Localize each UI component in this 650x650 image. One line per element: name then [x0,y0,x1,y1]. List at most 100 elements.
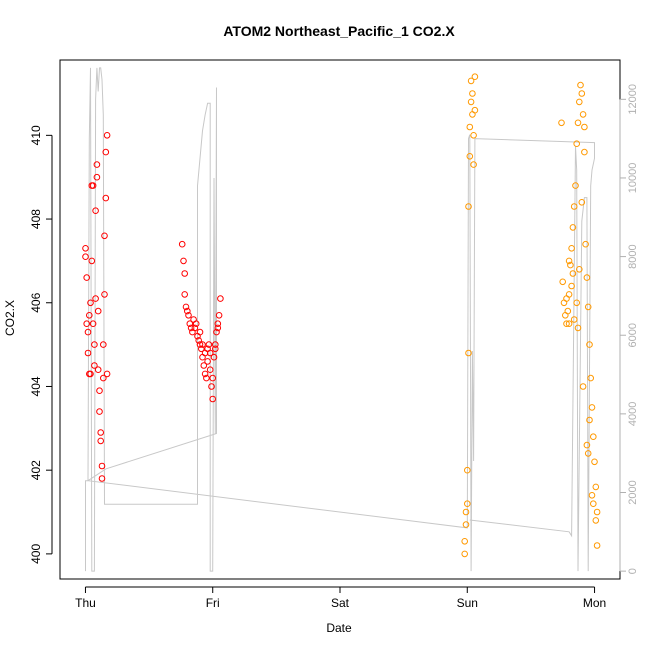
data-point [576,98,583,106]
data-point [570,316,578,323]
data-point [217,295,224,302]
data-point [192,320,200,328]
data-point [569,270,577,277]
data-point [470,161,477,168]
plot-frame [59,59,621,580]
x-axis: Thu Fri Sat Sun Mon [75,586,606,610]
data-point [178,240,186,248]
data-point [574,119,582,127]
data-point [199,341,206,348]
y-tick-label-left: 410 [29,125,43,145]
data-point [101,232,108,240]
data-point [464,500,471,508]
data-point [98,475,106,482]
data-point [461,550,469,558]
y-axis-right: 0 2000 4000 6000 8000 10000 12000 [619,84,639,574]
data-point [583,274,591,281]
data-point [565,257,573,265]
data-point [92,207,99,214]
secondary-line-layer [85,67,595,572]
data-point [583,441,591,449]
y-tick-label-left: 408 [29,209,43,229]
data-point [558,119,565,127]
data-point [581,123,588,131]
data-point [82,245,89,252]
data-point [592,517,600,524]
data-point [87,370,94,378]
data-point [209,374,216,382]
data-point [209,395,216,403]
data-point [461,538,469,545]
data-point [201,370,209,378]
y-axis-label: CO2.X [3,300,17,336]
data-point [89,320,97,328]
data-point [97,429,104,436]
x-tick-label: Fri [206,596,220,610]
data-point [563,320,570,328]
data-point [581,148,588,156]
data-point [582,240,589,248]
y-tick-label-left: 400 [29,544,43,564]
y-tick-label-right: 8000 [627,244,639,268]
data-point [563,295,570,302]
data-point [198,345,205,353]
x-tick-label: Sun [457,596,478,610]
y-tick-label-right: 12000 [627,84,639,115]
data-point [89,182,97,189]
data-point [203,374,210,382]
data-point [584,450,592,457]
y-tick-label-right: 0 [627,568,639,574]
data-point [204,358,211,365]
data-point [100,374,107,382]
data-point [93,173,101,181]
data-point [196,341,204,348]
data-point [214,324,222,332]
data-point [186,320,194,328]
data-point [588,492,596,499]
data-point [94,307,102,315]
data-point [462,508,470,516]
secondary-series-line [85,67,595,572]
x-tick-label: Mon [583,596,606,610]
data-point [466,153,474,160]
data-point [86,312,93,319]
data-point [470,132,477,139]
data-point [579,111,587,118]
data-point [210,353,218,361]
y-tick-label-right: 10000 [627,163,639,194]
y-tick-label-right: 2000 [627,480,639,504]
data-point [462,521,470,528]
data-point [576,266,583,273]
data-point [212,345,219,353]
data-point [200,362,208,369]
y-tick-label-left: 402 [29,460,43,480]
data-point [564,307,572,315]
data-point [584,303,592,311]
x-tick-label: Thu [75,596,96,610]
y-tick-label-right: 4000 [627,402,639,426]
data-point [94,366,102,374]
data-point [103,132,111,139]
y-tick-label-left: 406 [29,292,43,312]
data-point [96,387,103,395]
data-point [587,374,595,382]
data-point [102,194,110,202]
data-point [91,341,98,348]
data-point [578,90,586,97]
x-tick-label: Sat [331,596,350,610]
data-point [568,245,575,252]
data-point [87,299,94,307]
data-point [588,404,596,411]
data-point [96,408,103,415]
data-point [214,320,222,328]
data-point [573,299,581,307]
data-point [593,542,601,549]
series-orange [461,73,601,558]
data-point [103,370,111,378]
data-point [215,312,223,319]
data-point [92,295,99,302]
data-point [102,148,110,156]
data-point [467,98,475,106]
data-point [205,341,213,348]
